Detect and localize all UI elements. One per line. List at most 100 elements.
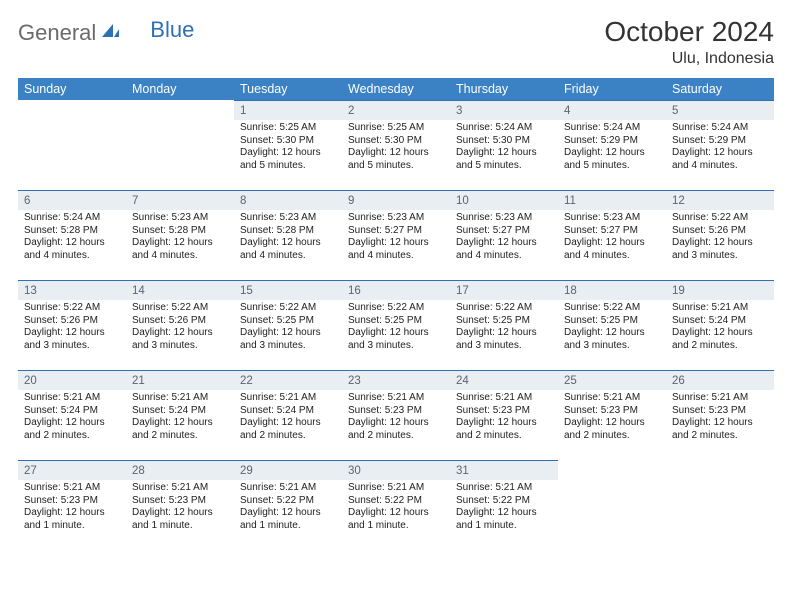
sunset-text: Sunset: 5:29 PM	[564, 135, 660, 148]
sunset-text: Sunset: 5:25 PM	[348, 315, 444, 328]
sunset-text: Sunset: 5:25 PM	[240, 315, 336, 328]
daylight-text: Daylight: 12 hours and 2 minutes.	[672, 327, 768, 352]
sunset-text: Sunset: 5:28 PM	[24, 225, 120, 238]
daylight-text: Daylight: 12 hours and 4 minutes.	[564, 237, 660, 262]
sunrise-text: Sunrise: 5:21 AM	[456, 392, 552, 405]
day-number: 4	[558, 100, 666, 120]
day-details: Sunrise: 5:21 AMSunset: 5:24 PMDaylight:…	[18, 390, 126, 446]
day-details: Sunrise: 5:22 AMSunset: 5:25 PMDaylight:…	[450, 300, 558, 356]
sunrise-text: Sunrise: 5:24 AM	[456, 122, 552, 135]
day-details: Sunrise: 5:24 AMSunset: 5:29 PMDaylight:…	[666, 120, 774, 176]
day-cell: 13Sunrise: 5:22 AMSunset: 5:26 PMDayligh…	[18, 280, 126, 370]
day-cell: 4Sunrise: 5:24 AMSunset: 5:29 PMDaylight…	[558, 100, 666, 190]
sunset-text: Sunset: 5:22 PM	[348, 495, 444, 508]
day-details: Sunrise: 5:22 AMSunset: 5:26 PMDaylight:…	[666, 210, 774, 266]
sunset-text: Sunset: 5:25 PM	[456, 315, 552, 328]
logo-sail-icon	[100, 20, 120, 46]
day-cell: 15 Sunrise: 5:22 AMSunset: 5:25 PMDayligh…	[234, 280, 342, 370]
sunset-text: Sunset: 5:30 PM	[240, 135, 336, 148]
day-number: 27	[18, 460, 126, 480]
daylight-text: Daylight: 12 hours and 2 minutes.	[672, 417, 768, 442]
day-cell	[18, 100, 126, 190]
day-number: 6	[18, 190, 126, 210]
day-cell: 11Sunrise: 5:23 AMSunset: 5:27 PMDayligh…	[558, 190, 666, 280]
day-details: Sunrise: 5:22 AMSunset: 5:26 PMDaylight:…	[18, 300, 126, 356]
weekday-header: Tuesday	[234, 78, 342, 100]
day-details: Sunrise: 5:21 AMSunset: 5:23 PMDaylight:…	[126, 480, 234, 536]
day-details: Sunrise: 5:21 AMSunset: 5:24 PMDaylight:…	[666, 300, 774, 356]
day-cell: 28Sunrise: 5:21 AMSunset: 5:23 PMDayligh…	[126, 460, 234, 550]
daylight-text: Daylight: 12 hours and 1 minute.	[132, 507, 228, 532]
location: Ulu, Indonesia	[604, 50, 774, 68]
day-cell: 26Sunrise: 5:21 AMSunset: 5:23 PMDayligh…	[666, 370, 774, 460]
day-details: Sunrise: 5:23 AMSunset: 5:27 PMDaylight:…	[450, 210, 558, 266]
daylight-text: Daylight: 12 hours and 3 minutes.	[240, 327, 336, 352]
sunrise-text: Sunrise: 5:21 AM	[456, 482, 552, 495]
sunset-text: Sunset: 5:28 PM	[240, 225, 336, 238]
day-number: 25	[558, 370, 666, 390]
daylight-text: Daylight: 12 hours and 3 minutes.	[564, 327, 660, 352]
day-cell: 24Sunrise: 5:21 AMSunset: 5:23 PMDayligh…	[450, 370, 558, 460]
day-details: Sunrise: 5:24 AMSunset: 5:28 PMDaylight:…	[18, 210, 126, 266]
day-cell: 29Sunrise: 5:21 AMSunset: 5:22 PMDayligh…	[234, 460, 342, 550]
day-cell: 21Sunrise: 5:21 AMSunset: 5:24 PMDayligh…	[126, 370, 234, 460]
sunset-text: Sunset: 5:27 PM	[564, 225, 660, 238]
day-details: Sunrise: 5:21 AMSunset: 5:24 PMDaylight:…	[126, 390, 234, 446]
sunrise-text: Sunrise: 5:25 AM	[348, 122, 444, 135]
sunrise-text: Sunrise: 5:21 AM	[564, 392, 660, 405]
sunrise-text: Sunrise: 5:22 AM	[240, 302, 336, 315]
sunset-text: Sunset: 5:23 PM	[132, 495, 228, 508]
day-details: Sunrise: 5:23 AMSunset: 5:28 PMDaylight:…	[126, 210, 234, 266]
sunrise-text: Sunrise: 5:25 AM	[240, 122, 336, 135]
calendar-row: 27Sunrise: 5:21 AMSunset: 5:23 PMDayligh…	[18, 460, 774, 550]
sunrise-text: Sunrise: 5:22 AM	[24, 302, 120, 315]
sunset-text: Sunset: 5:23 PM	[564, 405, 660, 418]
sunrise-text: Sunrise: 5:24 AM	[672, 122, 768, 135]
logo-text-general: General	[18, 20, 96, 46]
day-number: 12	[666, 190, 774, 210]
month-title: October 2024	[604, 16, 774, 48]
daylight-text: Daylight: 12 hours and 3 minutes.	[132, 327, 228, 352]
sunset-text: Sunset: 5:24 PM	[24, 405, 120, 418]
sunrise-text: Sunrise: 5:23 AM	[132, 212, 228, 225]
daylight-text: Daylight: 12 hours and 4 minutes.	[672, 147, 768, 172]
calendar-row: 20Sunrise: 5:21 AMSunset: 5:24 PMDayligh…	[18, 370, 774, 460]
day-number: 16	[342, 280, 450, 300]
day-cell: 6Sunrise: 5:24 AMSunset: 5:28 PMDaylight…	[18, 190, 126, 280]
weekday-header-row: Sunday Monday Tuesday Wednesday Thursday…	[18, 78, 774, 100]
day-number: 11	[558, 190, 666, 210]
weekday-header: Wednesday	[342, 78, 450, 100]
day-number: 18	[558, 280, 666, 300]
day-number: 22	[234, 370, 342, 390]
sunset-text: Sunset: 5:24 PM	[240, 405, 336, 418]
day-cell: 5Sunrise: 5:24 AMSunset: 5:29 PMDaylight…	[666, 100, 774, 190]
day-number: 21	[126, 370, 234, 390]
day-details: Sunrise: 5:21 AMSunset: 5:23 PMDaylight:…	[666, 390, 774, 446]
calendar-row: 13Sunrise: 5:22 AMSunset: 5:26 PMDayligh…	[18, 280, 774, 370]
sunrise-text: Sunrise: 5:21 AM	[240, 482, 336, 495]
sunrise-text: Sunrise: 5:21 AM	[132, 392, 228, 405]
sunset-text: Sunset: 5:23 PM	[348, 405, 444, 418]
sunrise-text: Sunrise: 5:23 AM	[348, 212, 444, 225]
day-cell: 3Sunrise: 5:24 AMSunset: 5:30 PMDaylight…	[450, 100, 558, 190]
day-number: 3	[450, 100, 558, 120]
sunrise-text: Sunrise: 5:21 AM	[348, 482, 444, 495]
sunrise-text: Sunrise: 5:21 AM	[672, 302, 768, 315]
sunrise-text: Sunrise: 5:22 AM	[564, 302, 660, 315]
day-cell: 17Sunrise: 5:22 AMSunset: 5:25 PMDayligh…	[450, 280, 558, 370]
sunset-text: Sunset: 5:28 PM	[132, 225, 228, 238]
day-details: Sunrise: 5:24 AMSunset: 5:30 PMDaylight:…	[450, 120, 558, 176]
day-cell: 9Sunrise: 5:23 AMSunset: 5:27 PMDaylight…	[342, 190, 450, 280]
day-details: Sunrise: 5:21 AMSunset: 5:22 PMDaylight:…	[234, 480, 342, 536]
day-cell: 25Sunrise: 5:21 AMSunset: 5:23 PMDayligh…	[558, 370, 666, 460]
day-number: 15	[234, 280, 342, 300]
day-number: 30	[342, 460, 450, 480]
day-number: 10	[450, 190, 558, 210]
sunset-text: Sunset: 5:30 PM	[348, 135, 444, 148]
daylight-text: Daylight: 12 hours and 3 minutes.	[348, 327, 444, 352]
day-cell: 7Sunrise: 5:23 AMSunset: 5:28 PMDaylight…	[126, 190, 234, 280]
day-details: Sunrise: 5:21 AMSunset: 5:22 PMDaylight:…	[450, 480, 558, 536]
day-cell: 20Sunrise: 5:21 AMSunset: 5:24 PMDayligh…	[18, 370, 126, 460]
daylight-text: Daylight: 12 hours and 2 minutes.	[240, 417, 336, 442]
day-cell: 8Sunrise: 5:23 AMSunset: 5:28 PMDaylight…	[234, 190, 342, 280]
